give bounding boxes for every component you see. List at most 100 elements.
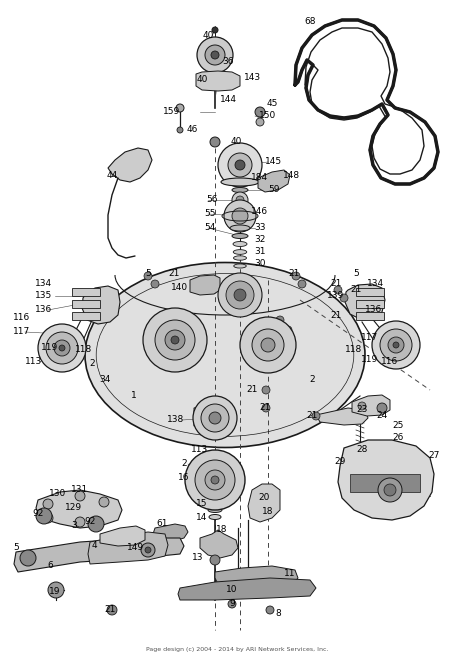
Circle shape xyxy=(177,127,183,133)
Circle shape xyxy=(205,470,225,490)
Text: 5: 5 xyxy=(145,270,151,278)
Text: 9: 9 xyxy=(229,600,235,609)
Text: 146: 146 xyxy=(251,208,269,217)
Circle shape xyxy=(43,499,53,509)
Polygon shape xyxy=(350,474,420,492)
Text: 140: 140 xyxy=(172,284,189,293)
Text: 116: 116 xyxy=(13,313,31,323)
Text: 148: 148 xyxy=(283,171,301,180)
Circle shape xyxy=(176,104,184,112)
Circle shape xyxy=(212,27,218,33)
Text: 130: 130 xyxy=(49,490,67,498)
Text: 92: 92 xyxy=(84,518,96,527)
Text: 31: 31 xyxy=(254,247,266,256)
Polygon shape xyxy=(248,484,280,522)
Text: 144: 144 xyxy=(219,95,237,104)
Text: 5: 5 xyxy=(13,543,19,553)
Text: 150: 150 xyxy=(259,112,277,120)
Circle shape xyxy=(211,51,219,59)
Text: 118: 118 xyxy=(346,346,363,354)
Circle shape xyxy=(99,497,109,507)
Circle shape xyxy=(195,460,235,500)
Text: 134: 134 xyxy=(367,280,384,288)
Circle shape xyxy=(48,582,64,598)
Polygon shape xyxy=(345,284,385,320)
Text: 134: 134 xyxy=(36,280,53,288)
Polygon shape xyxy=(100,526,145,546)
Text: ream: ream xyxy=(217,345,243,355)
Circle shape xyxy=(228,153,252,177)
Circle shape xyxy=(234,572,242,580)
Circle shape xyxy=(312,412,320,420)
Text: 11: 11 xyxy=(284,570,296,578)
Polygon shape xyxy=(258,170,290,192)
Ellipse shape xyxy=(232,233,248,239)
Circle shape xyxy=(197,37,233,73)
Text: 21: 21 xyxy=(104,605,116,615)
Polygon shape xyxy=(352,395,390,416)
Text: 6: 6 xyxy=(47,561,53,570)
Text: 21: 21 xyxy=(168,270,180,278)
Circle shape xyxy=(380,329,412,361)
Text: 27: 27 xyxy=(428,451,440,461)
Polygon shape xyxy=(316,408,368,425)
Circle shape xyxy=(209,412,221,424)
Text: 2: 2 xyxy=(181,459,187,469)
Circle shape xyxy=(388,337,404,353)
Ellipse shape xyxy=(221,178,259,186)
Circle shape xyxy=(218,143,262,187)
Text: 30: 30 xyxy=(254,260,266,268)
Text: 2: 2 xyxy=(309,375,315,385)
Polygon shape xyxy=(196,71,240,91)
Polygon shape xyxy=(215,566,298,586)
Circle shape xyxy=(234,289,246,301)
Circle shape xyxy=(232,192,248,208)
Ellipse shape xyxy=(233,241,247,247)
Text: 68: 68 xyxy=(304,17,316,26)
Circle shape xyxy=(59,345,65,351)
Polygon shape xyxy=(153,524,188,542)
Circle shape xyxy=(384,484,396,496)
Text: 54: 54 xyxy=(204,223,216,233)
Circle shape xyxy=(255,107,265,117)
Circle shape xyxy=(46,332,78,364)
Text: 14: 14 xyxy=(196,514,208,522)
Circle shape xyxy=(201,404,229,432)
Circle shape xyxy=(218,273,262,317)
Text: 139: 139 xyxy=(328,292,345,301)
Text: 40: 40 xyxy=(196,75,208,85)
Circle shape xyxy=(284,326,292,334)
Ellipse shape xyxy=(234,256,246,260)
Text: 61: 61 xyxy=(156,520,168,529)
Text: 34: 34 xyxy=(100,375,111,385)
Polygon shape xyxy=(178,578,316,600)
Text: 20: 20 xyxy=(258,494,270,502)
Text: 28: 28 xyxy=(356,446,368,455)
Text: 184: 184 xyxy=(251,173,269,182)
Text: 159: 159 xyxy=(164,108,181,116)
Circle shape xyxy=(228,600,236,608)
Text: 2: 2 xyxy=(89,360,95,368)
Circle shape xyxy=(378,478,402,502)
Text: 21: 21 xyxy=(350,286,362,295)
Text: 116: 116 xyxy=(382,358,399,366)
Circle shape xyxy=(262,404,270,412)
Text: 23: 23 xyxy=(356,405,368,414)
Ellipse shape xyxy=(208,508,222,512)
Text: 45: 45 xyxy=(266,98,278,108)
Circle shape xyxy=(145,547,151,553)
Circle shape xyxy=(252,329,284,361)
Circle shape xyxy=(171,336,179,344)
Text: 21: 21 xyxy=(306,412,318,420)
Circle shape xyxy=(292,272,300,280)
Circle shape xyxy=(151,280,159,288)
Circle shape xyxy=(262,386,270,394)
Circle shape xyxy=(144,272,152,280)
Text: 40: 40 xyxy=(230,137,242,147)
Circle shape xyxy=(141,543,155,557)
Circle shape xyxy=(88,516,104,532)
Text: 21: 21 xyxy=(246,385,258,395)
Ellipse shape xyxy=(233,250,247,254)
Circle shape xyxy=(372,321,420,369)
Polygon shape xyxy=(200,530,238,558)
